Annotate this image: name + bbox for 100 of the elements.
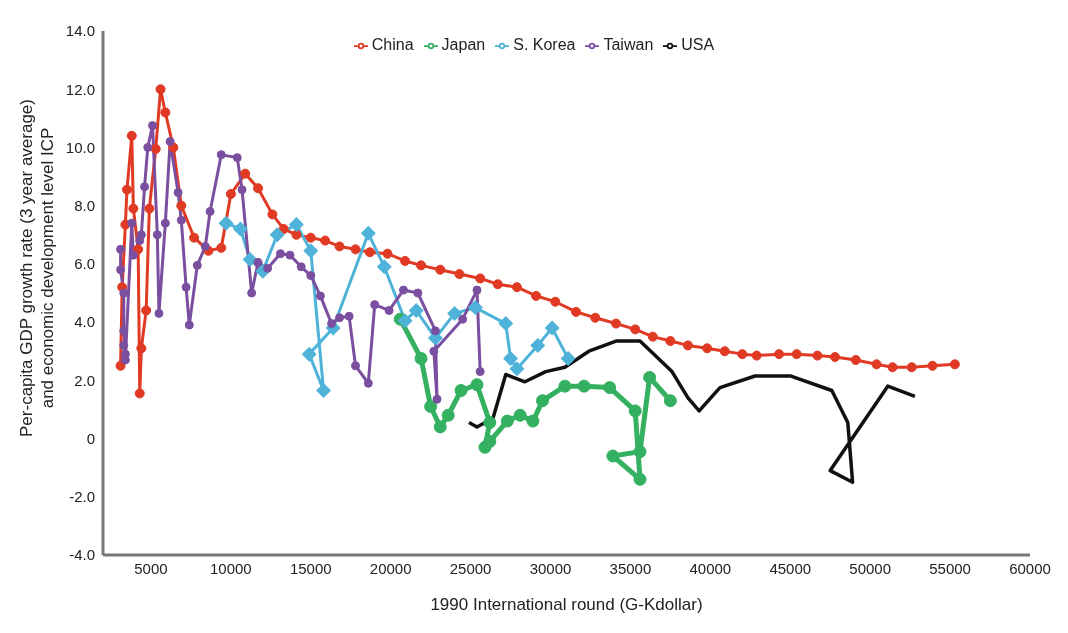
- point: [119, 340, 129, 350]
- point: [306, 271, 316, 281]
- point: [154, 308, 164, 318]
- point: [544, 320, 560, 336]
- x-tick-label: 35000: [609, 559, 652, 577]
- y-tick-label: 14.0: [65, 22, 95, 40]
- point: [116, 265, 126, 275]
- point: [285, 250, 295, 260]
- point: [398, 285, 408, 295]
- x-tick-label: 30000: [529, 559, 572, 577]
- point: [560, 351, 576, 366]
- point: [237, 185, 247, 195]
- y-tick-label: -4.0: [69, 546, 95, 564]
- point: [603, 381, 617, 395]
- point: [577, 379, 591, 393]
- point: [344, 311, 354, 321]
- point: [200, 241, 210, 251]
- point: [526, 414, 540, 428]
- point: [152, 230, 162, 240]
- point: [119, 326, 129, 336]
- legend-label: China: [371, 36, 414, 53]
- point: [315, 291, 325, 301]
- point: [509, 361, 525, 377]
- point: [160, 218, 170, 228]
- point: [216, 150, 226, 160]
- point: [184, 320, 194, 330]
- point: [232, 153, 242, 163]
- point: [633, 445, 647, 459]
- point: [413, 288, 423, 298]
- point: [470, 378, 484, 392]
- point: [414, 352, 428, 365]
- point: [433, 420, 447, 434]
- y-tick-label: 4.0: [74, 313, 95, 331]
- point: [536, 394, 550, 408]
- x-tick-label: 5000: [134, 559, 168, 577]
- point: [558, 379, 572, 393]
- y-tick-label: 12.0: [65, 80, 95, 98]
- point: [327, 319, 337, 329]
- x-tick-label: 60000: [1009, 559, 1051, 577]
- legend-label: S. Korea: [513, 36, 576, 53]
- point: [127, 218, 137, 228]
- x-tick-label: 25000: [449, 559, 492, 577]
- point: [643, 370, 657, 384]
- point: [472, 285, 482, 295]
- point: [430, 326, 440, 336]
- point: [143, 142, 153, 152]
- y-tick-label: 2.0: [74, 371, 95, 389]
- point: [530, 337, 546, 353]
- point: [454, 384, 468, 398]
- point: [136, 230, 146, 240]
- x-tick-label: 15000: [289, 559, 332, 577]
- point: [316, 383, 332, 399]
- point: [173, 188, 183, 198]
- point: [275, 249, 285, 259]
- point: [165, 137, 175, 147]
- point: [429, 346, 439, 356]
- y-tick-label: 10.0: [65, 138, 95, 156]
- point: [303, 243, 319, 259]
- point: [116, 244, 126, 254]
- point: [263, 263, 273, 273]
- x-tick-label: 10000: [210, 559, 252, 577]
- point: [192, 260, 202, 270]
- point: [606, 449, 620, 463]
- point: [424, 400, 438, 414]
- point: [408, 302, 424, 318]
- point: [513, 408, 527, 422]
- point: [447, 305, 463, 321]
- point: [253, 257, 263, 267]
- point: [370, 300, 380, 310]
- point: [503, 351, 519, 366]
- point: [269, 227, 285, 243]
- x-tick-label: 45000: [769, 559, 812, 577]
- point: [335, 313, 345, 323]
- point: [247, 288, 257, 298]
- x-tick-label: 40000: [689, 559, 732, 577]
- point: [205, 206, 215, 216]
- point: [288, 217, 304, 233]
- point: [483, 434, 497, 448]
- x-axis-title: 1990 International round (G-Kdollar): [430, 595, 703, 614]
- point: [500, 414, 514, 428]
- point: [441, 408, 455, 422]
- point: [397, 313, 413, 329]
- point: [176, 215, 186, 225]
- point: [467, 300, 483, 316]
- legend-label: Japan: [441, 36, 486, 53]
- point: [663, 394, 677, 408]
- y-tick-label: 0: [86, 429, 95, 447]
- legend-label: Taiwan: [603, 36, 654, 53]
- point: [458, 314, 468, 324]
- point: [432, 394, 442, 404]
- point: [483, 416, 497, 430]
- point: [376, 259, 392, 275]
- point: [498, 316, 514, 332]
- x-tick-label: 50000: [849, 559, 892, 577]
- x-tick-label: 55000: [929, 559, 971, 577]
- point: [128, 250, 138, 260]
- point: [119, 288, 129, 298]
- point: [360, 225, 376, 241]
- point: [301, 346, 317, 362]
- point: [140, 182, 150, 192]
